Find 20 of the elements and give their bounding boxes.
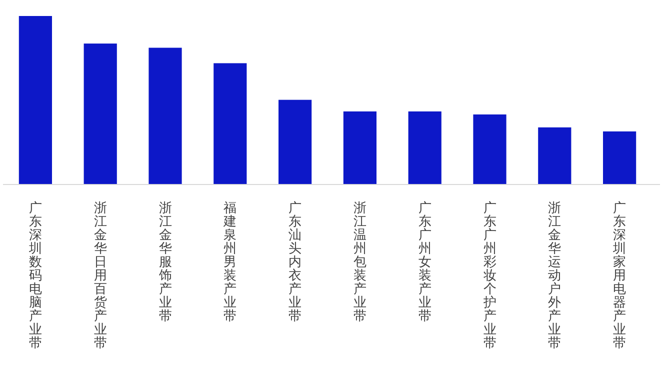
category-label: 浙江金华服饰产业带 bbox=[158, 201, 172, 324]
category-label: 浙江金华日用百货产业带 bbox=[94, 201, 107, 351]
bar bbox=[18, 16, 52, 184]
bar bbox=[603, 131, 636, 184]
bar bbox=[278, 100, 312, 184]
bar bbox=[343, 111, 376, 184]
category-label: 广东广州女装产业带 bbox=[418, 201, 432, 324]
bar bbox=[148, 48, 182, 184]
category-label: 广东深圳数码电脑产业带 bbox=[28, 201, 42, 351]
bar bbox=[214, 63, 247, 184]
category-label: 浙江金华运动户外产业带 bbox=[548, 201, 562, 351]
bar bbox=[408, 111, 442, 184]
category-label: 浙江温州包装产业带 bbox=[353, 201, 366, 324]
category-label: 广东广州彩妆个护产业带 bbox=[483, 201, 496, 351]
category-label: 广东深圳家用电器产业带 bbox=[613, 201, 626, 351]
bar bbox=[538, 127, 572, 184]
bar bbox=[473, 114, 506, 184]
category-label: 福建泉州男装产业带 bbox=[224, 201, 237, 324]
bar bbox=[84, 44, 117, 184]
category-label: 广东汕头内衣产业带 bbox=[288, 201, 302, 324]
